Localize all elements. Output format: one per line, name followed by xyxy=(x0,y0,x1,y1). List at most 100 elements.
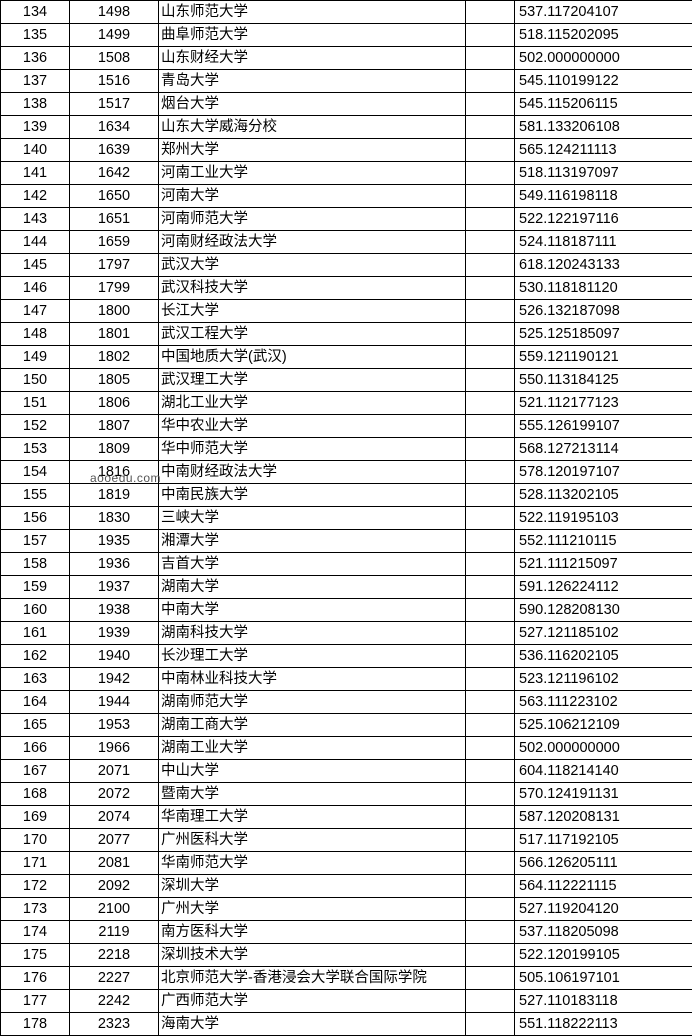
cell-blank xyxy=(466,93,515,116)
table-row: 1431651河南师范大学522.122197116 xyxy=(1,208,692,231)
cell-blank xyxy=(466,369,515,392)
cell-score: 502.000000000 xyxy=(515,737,692,760)
cell-name: 郑州大学 xyxy=(159,139,466,162)
cell-idx: 176 xyxy=(1,967,70,990)
cell-score: 524.118187111 xyxy=(515,231,692,254)
cell-score: 527.119204120 xyxy=(515,898,692,921)
cell-idx: 139 xyxy=(1,116,70,139)
cell-blank xyxy=(466,231,515,254)
cell-code: 1807 xyxy=(70,415,159,438)
cell-name: 中南林业科技大学 xyxy=(159,668,466,691)
cell-blank xyxy=(466,852,515,875)
cell-code: 1819 xyxy=(70,484,159,507)
table-row: 1772242广西师范大学527.110183118 xyxy=(1,990,692,1013)
table-row: 1411642河南工业大学518.113197097 xyxy=(1,162,692,185)
cell-name: 武汉工程大学 xyxy=(159,323,466,346)
cell-idx: 167 xyxy=(1,760,70,783)
cell-code: 1966 xyxy=(70,737,159,760)
cell-blank xyxy=(466,277,515,300)
cell-score: 518.115202095 xyxy=(515,24,692,47)
cell-score: 502.000000000 xyxy=(515,47,692,70)
cell-blank xyxy=(466,300,515,323)
cell-score: 559.121190121 xyxy=(515,346,692,369)
cell-blank xyxy=(466,484,515,507)
cell-idx: 171 xyxy=(1,852,70,875)
cell-code: 1642 xyxy=(70,162,159,185)
cell-idx: 163 xyxy=(1,668,70,691)
table-row: 1511806湖北工业大学521.112177123 xyxy=(1,392,692,415)
cell-score: 530.118181120 xyxy=(515,277,692,300)
cell-code: 1516 xyxy=(70,70,159,93)
table-row: 1471800长江大学526.132187098 xyxy=(1,300,692,323)
cell-idx: 137 xyxy=(1,70,70,93)
cell-score: 522.119195103 xyxy=(515,507,692,530)
cell-idx: 170 xyxy=(1,829,70,852)
cell-idx: 134 xyxy=(1,1,70,24)
cell-code: 1508 xyxy=(70,47,159,70)
cell-idx: 169 xyxy=(1,806,70,829)
cell-idx: 136 xyxy=(1,47,70,70)
cell-idx: 159 xyxy=(1,576,70,599)
cell-name: 广州医科大学 xyxy=(159,829,466,852)
table-row: 1551819中南民族大学528.113202105 xyxy=(1,484,692,507)
cell-code: 2227 xyxy=(70,967,159,990)
cell-score: 525.106212109 xyxy=(515,714,692,737)
cell-blank xyxy=(466,461,515,484)
cell-name: 南方医科大学 xyxy=(159,921,466,944)
table-row: 1742119南方医科大学537.118205098 xyxy=(1,921,692,944)
cell-blank xyxy=(466,208,515,231)
table-row: 1541816中南财经政法大学578.120197107 xyxy=(1,461,692,484)
cell-idx: 174 xyxy=(1,921,70,944)
cell-score: 587.120208131 xyxy=(515,806,692,829)
cell-blank xyxy=(466,323,515,346)
cell-blank xyxy=(466,967,515,990)
cell-blank xyxy=(466,576,515,599)
cell-code: 2071 xyxy=(70,760,159,783)
cell-score: 555.126199107 xyxy=(515,415,692,438)
cell-idx: 161 xyxy=(1,622,70,645)
cell-name: 河南大学 xyxy=(159,185,466,208)
table-row: 1341498山东师范大学537.117204107 xyxy=(1,1,692,24)
table-row: 1461799武汉科技大学530.118181120 xyxy=(1,277,692,300)
cell-score: 521.111215097 xyxy=(515,553,692,576)
cell-code: 2092 xyxy=(70,875,159,898)
cell-code: 2074 xyxy=(70,806,159,829)
table-row: 1371516青岛大学545.110199122 xyxy=(1,70,692,93)
cell-score: 525.125185097 xyxy=(515,323,692,346)
cell-blank xyxy=(466,415,515,438)
cell-code: 1830 xyxy=(70,507,159,530)
cell-idx: 138 xyxy=(1,93,70,116)
cell-code: 1634 xyxy=(70,116,159,139)
table-row: 1381517烟台大学545.115206115 xyxy=(1,93,692,116)
cell-name: 山东师范大学 xyxy=(159,1,466,24)
cell-idx: 152 xyxy=(1,415,70,438)
cell-score: 518.113197097 xyxy=(515,162,692,185)
cell-idx: 158 xyxy=(1,553,70,576)
cell-idx: 151 xyxy=(1,392,70,415)
table-row: 1722092深圳大学564.112221115 xyxy=(1,875,692,898)
university-score-table: 1341498山东师范大学537.1172041071351499曲阜师范大学5… xyxy=(0,0,692,1036)
cell-name: 河南财经政法大学 xyxy=(159,231,466,254)
cell-blank xyxy=(466,185,515,208)
cell-score: 604.118214140 xyxy=(515,760,692,783)
cell-name: 中南大学 xyxy=(159,599,466,622)
cell-code: 1659 xyxy=(70,231,159,254)
cell-name: 湖南工商大学 xyxy=(159,714,466,737)
cell-score: 565.124211113 xyxy=(515,139,692,162)
cell-blank xyxy=(466,346,515,369)
cell-name: 深圳技术大学 xyxy=(159,944,466,967)
cell-code: 1801 xyxy=(70,323,159,346)
cell-name: 湘潭大学 xyxy=(159,530,466,553)
cell-code: 1802 xyxy=(70,346,159,369)
cell-blank xyxy=(466,714,515,737)
cell-blank xyxy=(466,530,515,553)
cell-idx: 135 xyxy=(1,24,70,47)
cell-blank xyxy=(466,691,515,714)
cell-score: 545.110199122 xyxy=(515,70,692,93)
table-row: 1481801武汉工程大学525.125185097 xyxy=(1,323,692,346)
cell-name: 华南师范大学 xyxy=(159,852,466,875)
cell-name: 吉首大学 xyxy=(159,553,466,576)
cell-blank xyxy=(466,254,515,277)
cell-code: 1942 xyxy=(70,668,159,691)
cell-name: 深圳大学 xyxy=(159,875,466,898)
